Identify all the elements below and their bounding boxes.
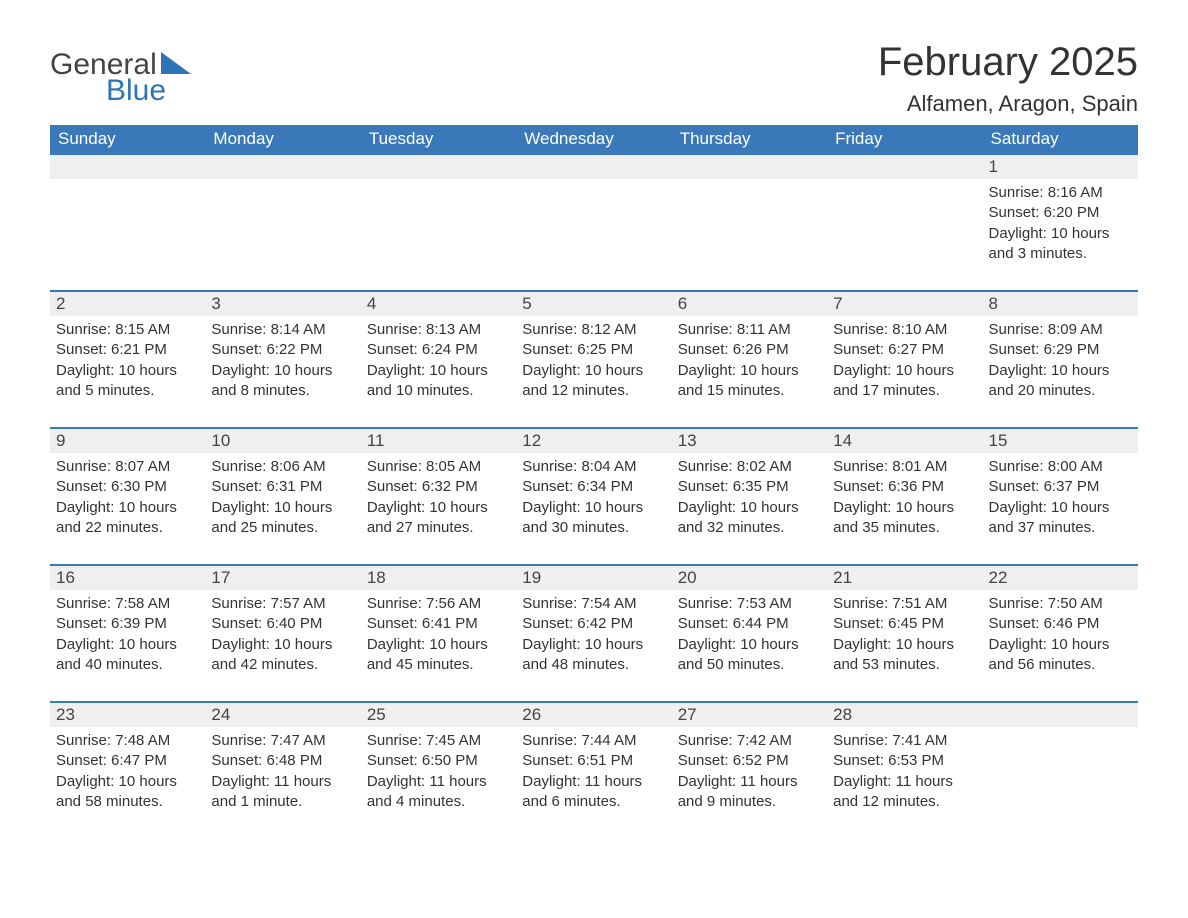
day-detail-cell [983,727,1138,838]
day-number-cell: 9 [50,428,205,453]
day-detail-cell: Sunrise: 7:45 AM Sunset: 6:50 PM Dayligh… [361,727,516,838]
day-number-cell: 23 [50,702,205,727]
day-number-cell [983,702,1138,727]
day-detail-cell: Sunrise: 8:02 AM Sunset: 6:35 PM Dayligh… [672,453,827,565]
day-number-cell [827,154,982,179]
day-detail-row: Sunrise: 7:58 AM Sunset: 6:39 PM Dayligh… [50,590,1138,702]
day-detail-cell: Sunrise: 8:13 AM Sunset: 6:24 PM Dayligh… [361,316,516,428]
day-header: Thursday [672,125,827,154]
day-number-cell: 1 [983,154,1138,179]
month-title: February 2025 [878,40,1138,85]
day-number-row: 9101112131415 [50,428,1138,453]
day-number-cell: 18 [361,565,516,590]
day-number-cell: 7 [827,291,982,316]
day-number-row: 1 [50,154,1138,179]
day-number-cell [516,154,671,179]
day-number-cell: 20 [672,565,827,590]
day-number-cell: 2 [50,291,205,316]
day-number-cell: 25 [361,702,516,727]
day-detail-cell: Sunrise: 8:00 AM Sunset: 6:37 PM Dayligh… [983,453,1138,565]
day-number-cell [50,154,205,179]
day-number-cell: 16 [50,565,205,590]
day-detail-cell [361,179,516,291]
day-detail-row: Sunrise: 8:16 AM Sunset: 6:20 PM Dayligh… [50,179,1138,291]
day-detail-cell: Sunrise: 8:14 AM Sunset: 6:22 PM Dayligh… [205,316,360,428]
logo-triangle-icon [161,52,191,74]
day-number-cell: 27 [672,702,827,727]
day-number-cell: 4 [361,291,516,316]
day-header: Monday [205,125,360,154]
day-number-cell: 5 [516,291,671,316]
day-header: Friday [827,125,982,154]
day-number-cell: 8 [983,291,1138,316]
day-detail-cell [516,179,671,291]
day-number-row: 232425262728 [50,702,1138,727]
day-number-cell: 11 [361,428,516,453]
day-detail-cell [205,179,360,291]
day-detail-cell [827,179,982,291]
day-detail-cell: Sunrise: 8:06 AM Sunset: 6:31 PM Dayligh… [205,453,360,565]
day-number-cell: 15 [983,428,1138,453]
day-number-cell: 17 [205,565,360,590]
day-number-row: 2345678 [50,291,1138,316]
day-number-cell: 19 [516,565,671,590]
day-number-cell: 14 [827,428,982,453]
day-number-cell: 6 [672,291,827,316]
day-detail-cell: Sunrise: 7:54 AM Sunset: 6:42 PM Dayligh… [516,590,671,702]
day-detail-cell: Sunrise: 8:04 AM Sunset: 6:34 PM Dayligh… [516,453,671,565]
day-detail-cell: Sunrise: 8:11 AM Sunset: 6:26 PM Dayligh… [672,316,827,428]
day-header: Wednesday [516,125,671,154]
day-detail-cell: Sunrise: 7:57 AM Sunset: 6:40 PM Dayligh… [205,590,360,702]
day-detail-row: Sunrise: 8:07 AM Sunset: 6:30 PM Dayligh… [50,453,1138,565]
calendar-table: Sunday Monday Tuesday Wednesday Thursday… [50,125,1138,838]
day-detail-cell: Sunrise: 8:12 AM Sunset: 6:25 PM Dayligh… [516,316,671,428]
day-detail-cell: Sunrise: 7:53 AM Sunset: 6:44 PM Dayligh… [672,590,827,702]
day-number-cell: 13 [672,428,827,453]
day-number-cell: 28 [827,702,982,727]
logo: General Blue [50,40,191,106]
day-detail-cell: Sunrise: 7:56 AM Sunset: 6:41 PM Dayligh… [361,590,516,702]
day-detail-cell: Sunrise: 7:44 AM Sunset: 6:51 PM Dayligh… [516,727,671,838]
day-detail-cell: Sunrise: 8:01 AM Sunset: 6:36 PM Dayligh… [827,453,982,565]
day-number-cell: 24 [205,702,360,727]
day-detail-cell [50,179,205,291]
day-number-cell: 3 [205,291,360,316]
day-number-cell: 12 [516,428,671,453]
day-detail-row: Sunrise: 8:15 AM Sunset: 6:21 PM Dayligh… [50,316,1138,428]
day-detail-cell: Sunrise: 8:09 AM Sunset: 6:29 PM Dayligh… [983,316,1138,428]
day-number-cell [205,154,360,179]
day-detail-cell: Sunrise: 7:50 AM Sunset: 6:46 PM Dayligh… [983,590,1138,702]
day-detail-cell: Sunrise: 7:58 AM Sunset: 6:39 PM Dayligh… [50,590,205,702]
day-number-row: 16171819202122 [50,565,1138,590]
day-header: Tuesday [361,125,516,154]
day-header-row: Sunday Monday Tuesday Wednesday Thursday… [50,125,1138,154]
header: General Blue February 2025 Alfamen, Arag… [50,40,1138,117]
day-detail-cell: Sunrise: 8:10 AM Sunset: 6:27 PM Dayligh… [827,316,982,428]
day-detail-cell: Sunrise: 7:41 AM Sunset: 6:53 PM Dayligh… [827,727,982,838]
day-detail-cell: Sunrise: 7:42 AM Sunset: 6:52 PM Dayligh… [672,727,827,838]
day-number-cell [672,154,827,179]
day-detail-cell: Sunrise: 8:15 AM Sunset: 6:21 PM Dayligh… [50,316,205,428]
day-header: Saturday [983,125,1138,154]
location-label: Alfamen, Aragon, Spain [878,91,1138,117]
day-detail-cell: Sunrise: 7:47 AM Sunset: 6:48 PM Dayligh… [205,727,360,838]
day-detail-row: Sunrise: 7:48 AM Sunset: 6:47 PM Dayligh… [50,727,1138,838]
day-number-cell: 22 [983,565,1138,590]
day-detail-cell: Sunrise: 8:07 AM Sunset: 6:30 PM Dayligh… [50,453,205,565]
logo-text-blue: Blue [50,76,191,106]
day-detail-cell: Sunrise: 7:48 AM Sunset: 6:47 PM Dayligh… [50,727,205,838]
day-detail-cell: Sunrise: 7:51 AM Sunset: 6:45 PM Dayligh… [827,590,982,702]
day-detail-cell [672,179,827,291]
day-number-cell: 21 [827,565,982,590]
day-number-cell: 26 [516,702,671,727]
title-block: February 2025 Alfamen, Aragon, Spain [878,40,1138,117]
day-number-cell [361,154,516,179]
day-header: Sunday [50,125,205,154]
day-number-cell: 10 [205,428,360,453]
day-detail-cell: Sunrise: 8:05 AM Sunset: 6:32 PM Dayligh… [361,453,516,565]
day-detail-cell: Sunrise: 8:16 AM Sunset: 6:20 PM Dayligh… [983,179,1138,291]
